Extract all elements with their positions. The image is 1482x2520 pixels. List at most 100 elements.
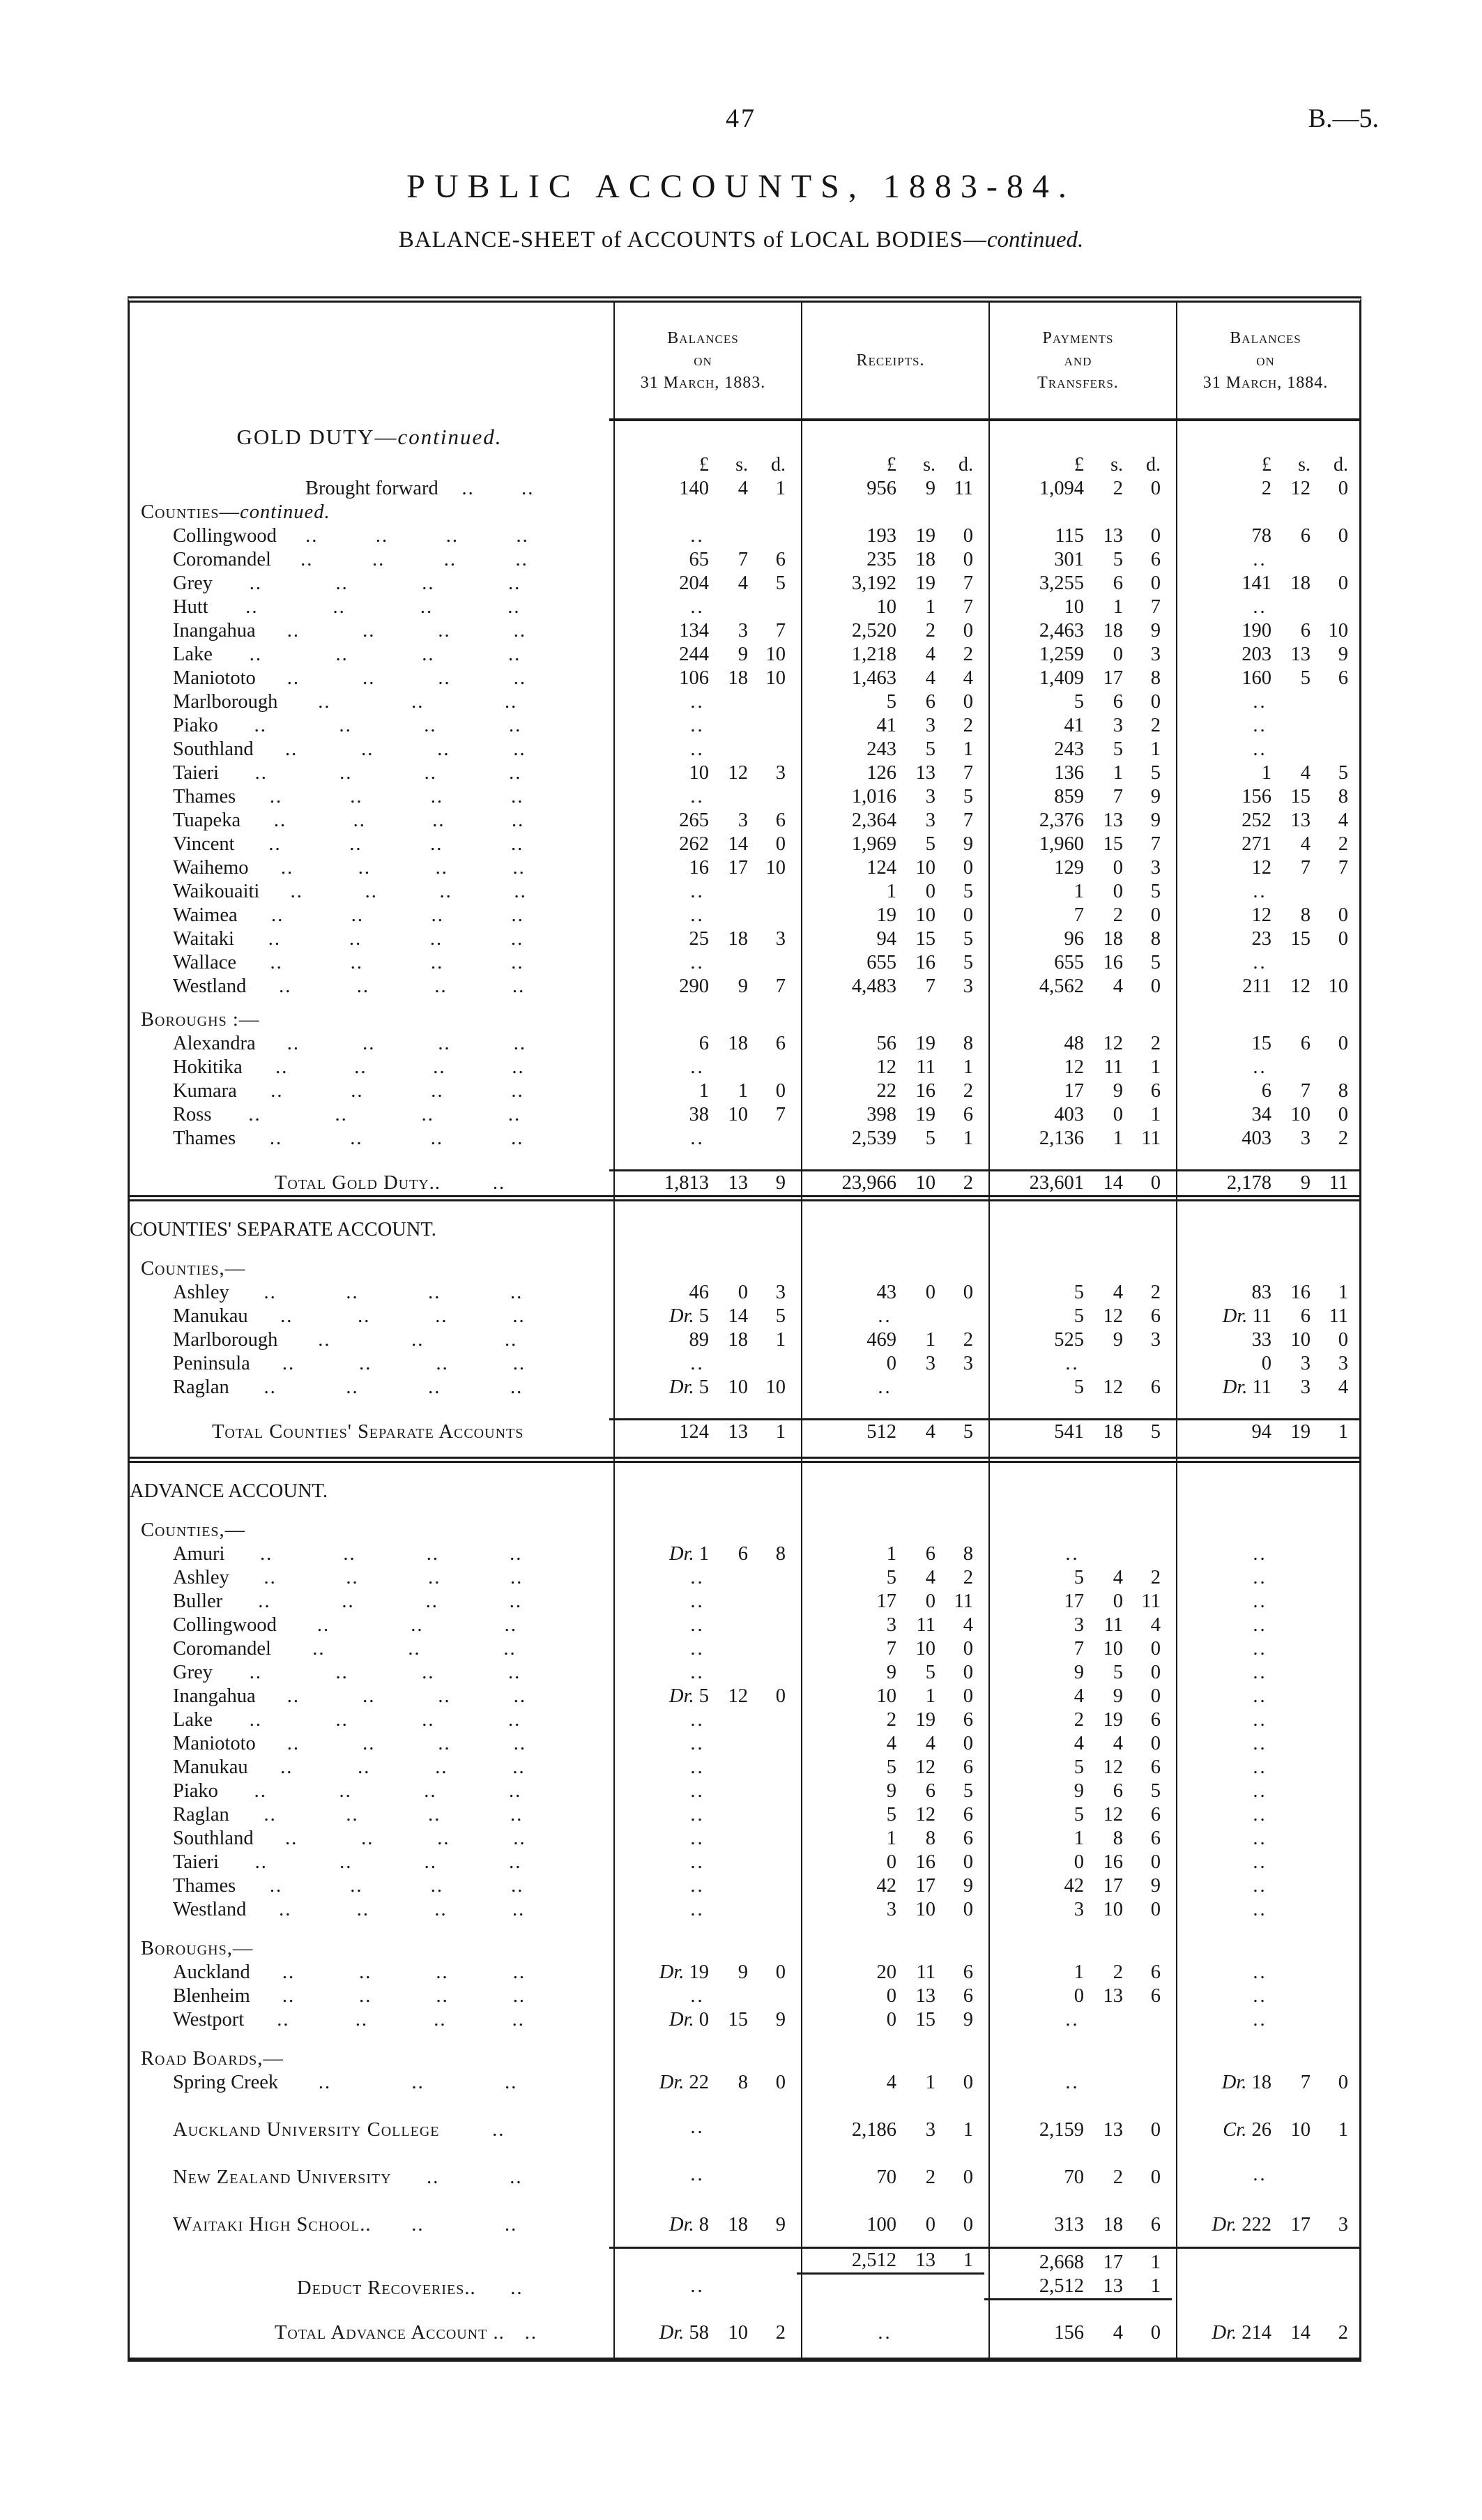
table-row: Waitaki High School...... Dr. 8 18 9 100 0 0 31… — [130, 2210, 1359, 2237]
pence-value: 3 — [1150, 644, 1161, 665]
shillings-value: 10 — [915, 1899, 936, 1920]
pounds-value: 2,512 — [851, 2249, 896, 2271]
pounds-value: 4 — [1074, 1733, 1084, 1754]
dot-leader: .. — [350, 1128, 363, 1149]
dot-leader: .. — [263, 1804, 277, 1826]
amount-cell: 1,969 5 9 — [797, 833, 984, 856]
dr-cr-prefix: Dr. — [1221, 2072, 1252, 2093]
pence-value: 2 — [963, 1172, 973, 1194]
row-label: Ross — [173, 1104, 212, 1125]
amount-cell: 655 16 5 — [797, 951, 984, 975]
pence-value: 2 — [963, 644, 973, 665]
amount-cell: 512 4 5 — [797, 1418, 984, 1444]
amount-cell: 398 19 6 — [797, 1103, 984, 1127]
pounds-value: 38 — [689, 1104, 710, 1125]
pounds-value: 313 — [1054, 2214, 1084, 2236]
shillings-value: 8 — [738, 2072, 748, 2093]
amount-cell: .. — [690, 904, 705, 926]
pounds-value: 2 — [1261, 478, 1271, 499]
table-row: Collingwood........ 3 11 4 3 11 4.. — [130, 1614, 1359, 1637]
dot-leader: .. — [287, 1033, 300, 1054]
pence-value: 0 — [963, 525, 973, 547]
dot-leader: .. — [411, 2072, 425, 2093]
pence-value: 11 — [954, 1591, 973, 1612]
dot-leader: .. — [248, 1104, 261, 1125]
dot-leader: .. — [428, 1376, 441, 1398]
pounds-value: 469 — [866, 1329, 896, 1351]
dot-leader: .. — [268, 833, 282, 855]
pence-value: 5 — [963, 1421, 973, 1443]
shillings-value: 1 — [925, 1329, 935, 1351]
table-row: Total Advance Account .... Dr. 58 10 2.. 156… — [130, 2310, 1359, 2358]
amount-cell: .. — [690, 1851, 705, 1873]
pence-value: 7 — [963, 572, 973, 594]
amount-cell: 12 8 0 — [1172, 904, 1359, 927]
label-cell: Hutt........ — [130, 595, 609, 619]
pence-sign: d. — [1334, 454, 1348, 476]
amount-cell — [984, 1218, 1172, 1242]
header-stub-cell — [130, 303, 609, 421]
amount-cell: 0 3 3 — [1172, 1352, 1359, 1376]
shillings-value: 12 — [728, 762, 749, 784]
label-cell: Grey........ — [130, 1661, 609, 1685]
dot-leader: .. — [422, 644, 435, 665]
pence-value: 7 — [1150, 596, 1161, 618]
shillings-sign: s. — [1110, 454, 1123, 476]
amount-cell: 2,668 17 1 — [984, 2247, 1172, 2275]
table-row: Taieri........ 10 12 3 126 13 7 136 1 5 1 4 5 — [130, 761, 1359, 785]
dot-leader: .. — [511, 904, 524, 926]
dot-leader: .. — [513, 620, 526, 642]
dot-leader: .. — [512, 976, 526, 997]
row-label: Waitaki — [173, 928, 234, 950]
pence-value: 5 — [1338, 762, 1348, 784]
dr-cr-prefix: Dr. — [659, 2072, 689, 2093]
group-heading: Boroughs,— — [141, 1937, 253, 1961]
shillings-value: 16 — [915, 1080, 936, 1102]
row-label: Raglan — [173, 1804, 229, 1826]
amount-cell: .. — [1253, 738, 1267, 760]
amount-cell — [797, 501, 984, 524]
column-header-line: Transfers. — [1037, 374, 1119, 392]
pence-value: 5 — [1150, 952, 1161, 973]
amount-cell: 243 5 1 — [797, 738, 984, 761]
pounds-value: 252 — [1242, 810, 1271, 831]
shillings-value: 3 — [925, 715, 935, 736]
amount-cell — [797, 1218, 984, 1242]
dot-leader: .. — [335, 1709, 349, 1731]
table-row: Waitaki........ 25 18 3 94 15 5 96 18 8 23 15 0 — [130, 927, 1359, 951]
shillings-value: 3 — [1300, 1376, 1311, 1398]
amount-cell — [797, 1937, 984, 1961]
pence-value: 2 — [1338, 833, 1348, 855]
shillings-value: 18 — [1103, 1421, 1124, 1443]
dot-leader: .. — [512, 1899, 526, 1920]
amount-cell: .. — [1253, 1709, 1267, 1731]
dot-leader: .. — [318, 691, 331, 713]
label-cell: Total Gold Duty.... — [130, 1171, 609, 1195]
table-row: Total Counties' Separate Accounts 124 13 1 5… — [130, 1409, 1359, 1457]
amount-cell: .. — [1253, 952, 1267, 973]
pence-value: 0 — [1338, 572, 1348, 594]
amount-cell: 469 1 2 — [797, 1328, 984, 1352]
amount-cell: .. — [1253, 1567, 1267, 1588]
dot-leader: .. — [339, 1780, 352, 1802]
pounds-value: 6 — [1261, 1080, 1271, 1102]
shillings-value: 5 — [925, 833, 935, 855]
amount-cell: 2,186 3 1 — [797, 2116, 984, 2142]
amount-cell — [797, 1257, 984, 1281]
pence-sign: d. — [1146, 454, 1161, 476]
amount-cell — [984, 501, 1172, 524]
amount-cell — [797, 2275, 984, 2300]
table-row: Waihemo........ 16 17 10 124 10 0 129 0 3 12 7 7 — [130, 856, 1359, 880]
table-row: Taieri.......... 0 16 0 0 16 0.. — [130, 1851, 1359, 1874]
pence-value: 0 — [963, 1638, 973, 1660]
amount-cell: 5 12 6 — [797, 1803, 984, 1827]
amount-cell: 41 3 2 — [984, 714, 1172, 738]
pence-value: 3 — [963, 976, 973, 997]
pence-value: 1 — [1338, 1282, 1348, 1303]
pence-value: 8 — [963, 1033, 973, 1054]
table-row: Marlborough...... 89 18 1 469 1 2 525 9 3 33 10 0 — [130, 1328, 1359, 1352]
pence-value: 11 — [1329, 1305, 1348, 1327]
dot-leader: .. — [510, 1567, 524, 1588]
pence-value: 6 — [1150, 1080, 1161, 1102]
pence-value: 3 — [1338, 2214, 1348, 2236]
